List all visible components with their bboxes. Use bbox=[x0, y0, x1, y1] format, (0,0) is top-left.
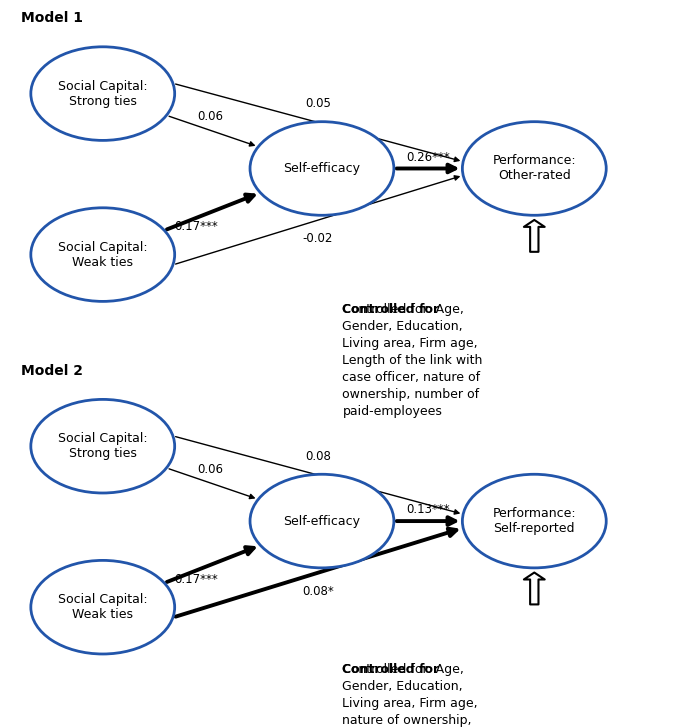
Text: Controlled for: Controlled for bbox=[342, 303, 440, 316]
Text: 0.06: 0.06 bbox=[197, 111, 223, 123]
Ellipse shape bbox=[250, 121, 394, 215]
Text: Social Capital:
Strong ties: Social Capital: Strong ties bbox=[58, 432, 147, 460]
Ellipse shape bbox=[462, 474, 606, 568]
Text: 0.26***: 0.26*** bbox=[406, 150, 450, 164]
Text: Model 2: Model 2 bbox=[21, 364, 83, 378]
Text: Performance:
Self-reported: Performance: Self-reported bbox=[493, 507, 576, 535]
Text: Self-efficacy: Self-efficacy bbox=[284, 515, 360, 528]
Text: Controlled for: Controlled for bbox=[342, 663, 440, 676]
Text: 0.06: 0.06 bbox=[197, 463, 223, 475]
Text: Controlled for: Age,
Gender, Education,
Living area, Firm age,
Length of the lin: Controlled for: Age, Gender, Education, … bbox=[342, 303, 483, 418]
Ellipse shape bbox=[31, 47, 175, 140]
Text: 0.05: 0.05 bbox=[305, 97, 331, 111]
Text: Social Capital:
Weak ties: Social Capital: Weak ties bbox=[58, 241, 147, 268]
Ellipse shape bbox=[250, 474, 394, 568]
Text: Controlled for: Age,
Gender, Education,
Living area, Firm age,
nature of ownersh: Controlled for: Age, Gender, Education, … bbox=[342, 663, 478, 727]
Ellipse shape bbox=[31, 208, 175, 302]
Text: Social Capital:
Strong ties: Social Capital: Strong ties bbox=[58, 79, 147, 108]
Text: 0.17***: 0.17*** bbox=[174, 220, 218, 233]
Text: 0.08*: 0.08* bbox=[302, 585, 334, 598]
Text: Social Capital:
Weak ties: Social Capital: Weak ties bbox=[58, 593, 147, 621]
Text: 0.08: 0.08 bbox=[305, 450, 331, 463]
Text: Performance:
Other-rated: Performance: Other-rated bbox=[493, 154, 576, 182]
Ellipse shape bbox=[462, 121, 606, 215]
Ellipse shape bbox=[31, 399, 175, 493]
Text: 0.13***: 0.13*** bbox=[406, 503, 450, 516]
Text: -0.02: -0.02 bbox=[303, 233, 333, 245]
Ellipse shape bbox=[31, 561, 175, 654]
Text: 0.17***: 0.17*** bbox=[174, 573, 218, 586]
Text: Self-efficacy: Self-efficacy bbox=[284, 162, 360, 175]
Text: Model 1: Model 1 bbox=[21, 11, 83, 25]
